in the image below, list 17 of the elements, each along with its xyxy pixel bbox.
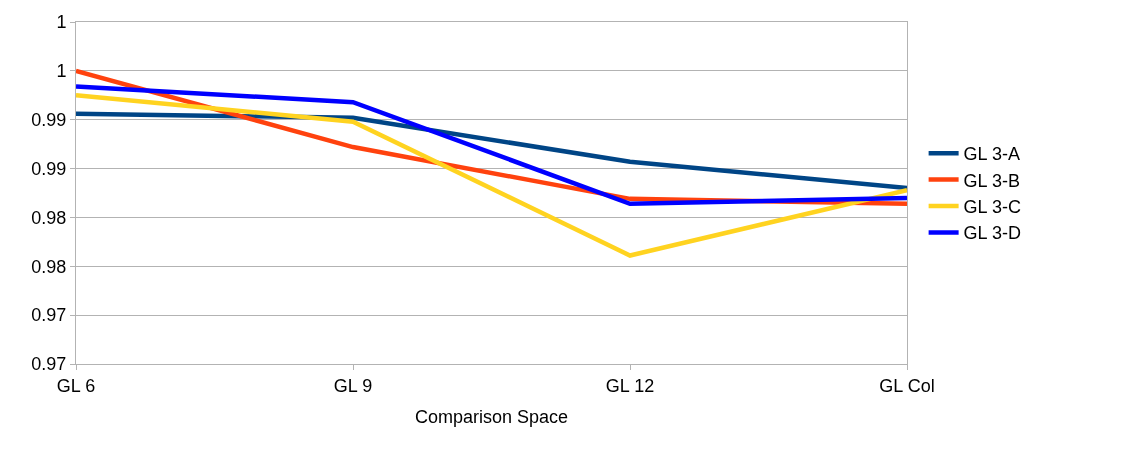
y-tick-label: 1 (56, 61, 67, 82)
y-tick-label: 0.98 (31, 256, 67, 277)
legend-label: GL 3-C (963, 197, 1021, 218)
x-tick-label: GL 6 (56, 375, 96, 396)
legend-label: GL 3-A (963, 144, 1020, 165)
y-tick-label: 0.99 (31, 158, 67, 179)
y-tick-label: 0.98 (31, 207, 67, 228)
x-tick-label: GL Col (879, 375, 935, 396)
legend-label: GL 3-B (963, 170, 1020, 191)
legend-label: GL 3-D (963, 223, 1021, 244)
y-tick-label: 1 (56, 12, 67, 33)
y-tick-label: 0.97 (31, 354, 67, 375)
y-tick-label: 0.99 (31, 110, 67, 131)
x-axis-title: Comparison Space (414, 406, 569, 427)
y-tick-label: 0.97 (31, 305, 67, 326)
x-tick-label: GL 9 (333, 375, 373, 396)
x-tick-label: GL 12 (605, 375, 655, 396)
